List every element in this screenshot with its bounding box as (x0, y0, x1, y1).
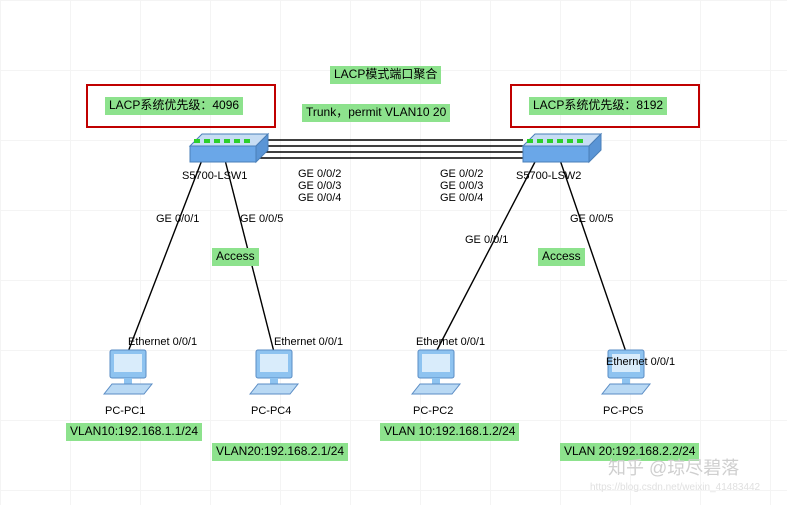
eth-label-pc4: Ethernet 0/0/1 (274, 336, 343, 348)
pc-name-2: PC-PC2 (413, 405, 453, 417)
access-port-sw2-1: GE 0/0/1 (465, 234, 508, 246)
trunk-ports-right: GE 0/0/2GE 0/0/3GE 0/0/4 (440, 168, 483, 204)
switch-name-right: S5700-LSW2 (516, 170, 581, 182)
title-label: LACP模式端口聚合 (330, 66, 441, 84)
eth-label-pc5: Ethernet 0/0/1 (606, 356, 675, 368)
access-label-left: Access (212, 248, 259, 266)
trunk-permit-label: Trunk，permit VLAN10 20 (302, 104, 450, 122)
vlan-label-pc4: VLAN20:192.168.2.1/24 (212, 443, 348, 461)
priority-label-right: LACP系统优先级：8192 (529, 97, 667, 115)
trunk-ports-left: GE 0/0/2GE 0/0/3GE 0/0/4 (298, 168, 341, 204)
pc-name-4: PC-PC4 (251, 405, 291, 417)
eth-label-pc2: Ethernet 0/0/1 (416, 336, 485, 348)
switch-name-left: S5700-LSW1 (182, 170, 247, 182)
access-label-right: Access (538, 248, 585, 266)
eth-label-pc1: Ethernet 0/0/1 (128, 336, 197, 348)
watermark-sub: https://blog.csdn.net/weixin_41483442 (590, 482, 760, 493)
pc-name-5: PC-PC5 (603, 405, 643, 417)
access-port-sw2-5: GE 0/0/5 (570, 213, 613, 225)
watermark-main: 知乎 @琼尽碧落 (608, 454, 739, 480)
access-port-sw1-1: GE 0/0/1 (156, 213, 199, 225)
access-port-sw1-5: GE 0/0/5 (240, 213, 283, 225)
priority-label-left: LACP系统优先级：4096 (105, 97, 243, 115)
vlan-label-pc2: VLAN 10:192.168.1.2/24 (380, 423, 519, 441)
vlan-label-pc1: VLAN10:192.168.1.1/24 (66, 423, 202, 441)
pc-name-1: PC-PC1 (105, 405, 145, 417)
